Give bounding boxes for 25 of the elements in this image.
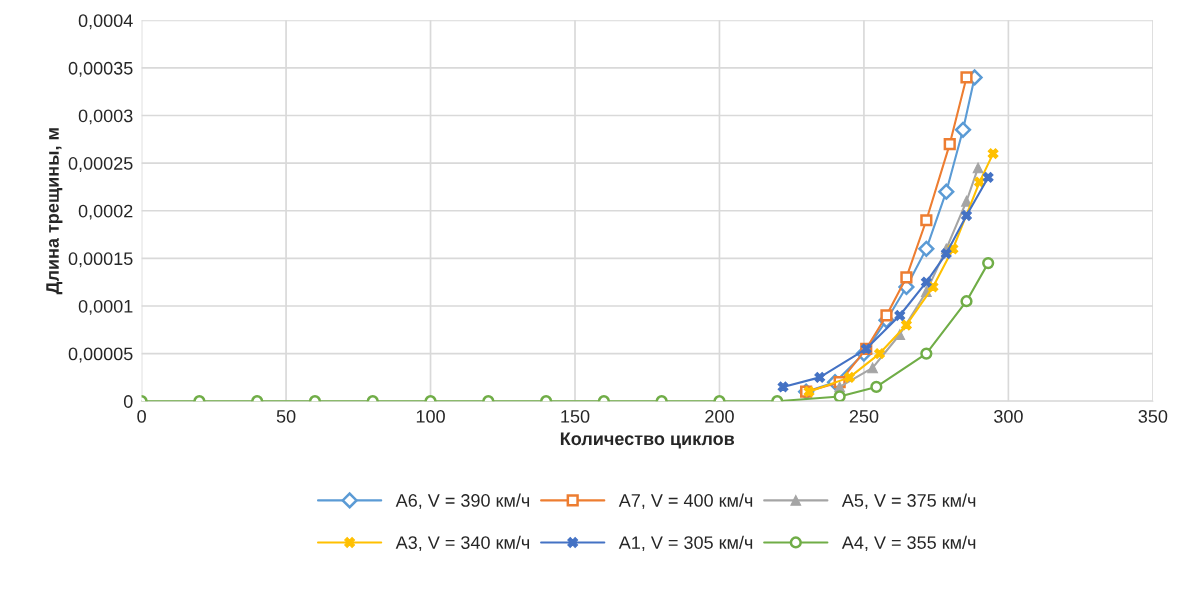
legend-label: A4, V = 355 км/ч [841, 535, 976, 552]
y-tick-label: 0,00035 [68, 61, 133, 77]
legend-label: A3, V = 340 км/ч [395, 535, 530, 552]
y-tick-label: 0,0004 [78, 14, 133, 30]
y-tick-label: 0,0001 [78, 299, 133, 315]
x-tick-label: 150 [561, 409, 590, 423]
y-tick-label: 0,00015 [68, 252, 133, 268]
y-tick-label: 0,0003 [78, 109, 133, 125]
legend-label: A7, V = 400 км/ч [618, 493, 753, 510]
y-tick-label: 0,00005 [68, 347, 133, 363]
y-axis-title: Длина трещины, м [46, 128, 63, 295]
legend-label: A6, V = 390 км/ч [395, 493, 530, 510]
x-axis-title: Количество циклов [560, 432, 735, 449]
y-tick-label: 0,0002 [78, 204, 133, 220]
x-tick-label: 250 [849, 409, 879, 423]
legend-label: A5, V = 375 км/ч [841, 493, 976, 510]
legend-label: A1, V = 305 км/ч [618, 535, 753, 552]
x-tick-label: 200 [705, 409, 734, 423]
y-tick-label: 0 [123, 395, 133, 408]
x-tick-label: 300 [994, 409, 1023, 423]
x-tick-label: 350 [1138, 409, 1168, 423]
x-tick-label: 0 [137, 409, 146, 423]
x-tick-label: 100 [416, 409, 445, 423]
y-tick-label: 0,00025 [68, 157, 133, 172]
x-tick-label: 50 [276, 409, 296, 423]
